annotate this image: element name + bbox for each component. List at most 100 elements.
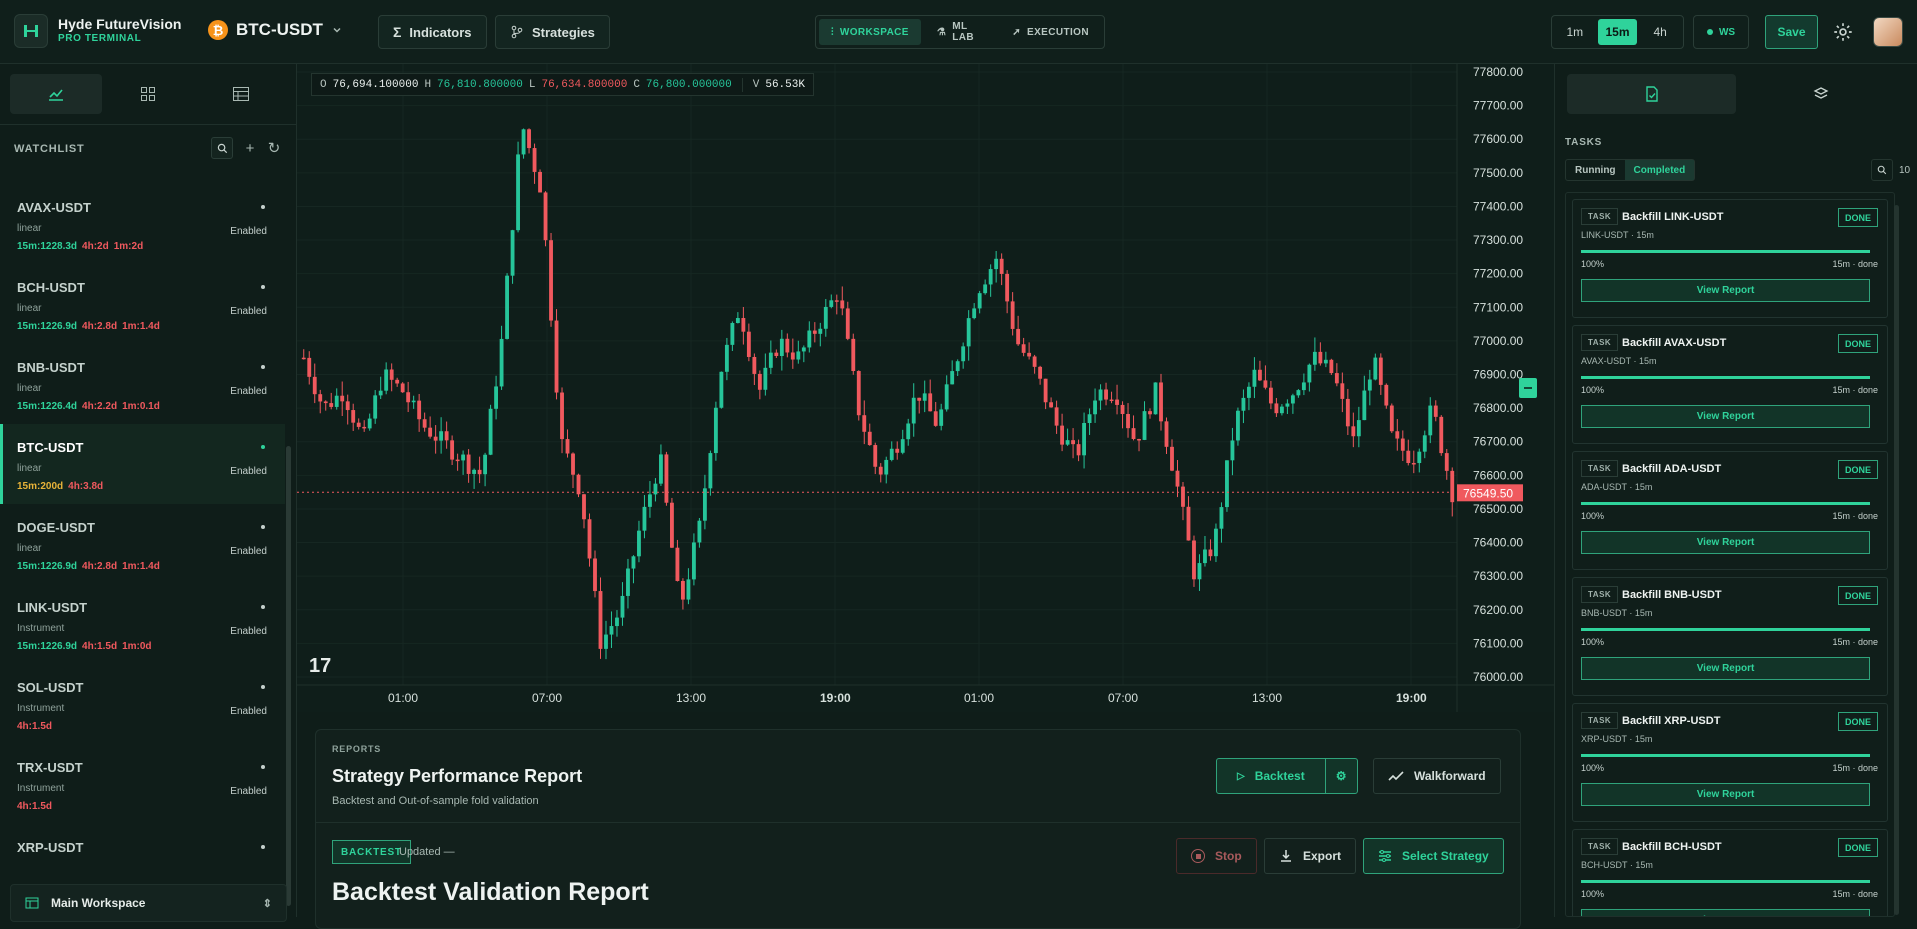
view-report-button[interactable]: View Report — [1581, 405, 1870, 428]
candle-body — [702, 488, 707, 521]
x-tick-label: 01:00 — [388, 691, 418, 705]
x-tick-label: 19:00 — [820, 691, 851, 705]
right-panel: TASKS Running Completed 10 TASK Backfill… — [1554, 64, 1917, 917]
task-filter: Running Completed — [1565, 159, 1696, 181]
indicators-button[interactable]: Σ Indicators — [378, 15, 487, 49]
price-chart[interactable]: 77800.00 77700.00 77600.00 77500.00 77400.00… — [297, 64, 1554, 712]
candlestick-chart[interactable]: 77800.00 77700.00 77600.00 77500.00 77400.00… — [297, 64, 1554, 712]
watchlist-item[interactable]: BCH-USDT linear 15m:1226.9d 4h:2.8d 1m:1.4… — [0, 264, 285, 344]
tasks-title: TASKS — [1565, 137, 1603, 148]
stop-button[interactable]: Stop — [1176, 838, 1257, 874]
workspace-selector[interactable]: Main Workspace ⇕ — [10, 884, 287, 922]
view-report-button[interactable]: View Report — [1581, 279, 1870, 302]
save-button[interactable]: Save — [1765, 15, 1818, 49]
data-coverage: 1m:1.4d — [122, 561, 160, 572]
watchlist-item[interactable]: SOL-USDT Instrument 4h:1.5d Enabled — [0, 664, 285, 744]
candle-body — [955, 361, 960, 372]
candle-body — [1076, 444, 1081, 456]
candle-body — [746, 331, 751, 357]
export-button[interactable]: Export — [1264, 838, 1357, 874]
watchlist-item[interactable]: DOGE-USDT linear 15m:1226.9d 4h:2.8d 1m:1.… — [0, 504, 285, 584]
mode-workspace-tab[interactable]: ⫶ WORKSPACE — [819, 19, 921, 45]
mode-execution-tab[interactable]: ➚ EXECUTION — [1000, 19, 1101, 45]
tab-chart[interactable] — [10, 74, 103, 114]
candle-body — [659, 454, 663, 484]
candle-body — [977, 293, 982, 309]
candle-body — [367, 418, 372, 429]
walkforward-button[interactable]: Walkforward — [1373, 758, 1501, 794]
progress-bar — [1581, 628, 1870, 631]
y-tick-label: 77500.00 — [1473, 166, 1523, 180]
candle-body — [790, 352, 795, 360]
tab-tasks[interactable] — [1567, 74, 1736, 114]
ohlc-volume: 56.53K — [765, 78, 805, 91]
watchlist-item[interactable]: BTC-USDT linear 15m:200d 4h:3.8d Enabled — [0, 424, 285, 504]
stop-icon — [1191, 849, 1205, 863]
status-dot-icon — [261, 685, 265, 689]
websocket-status[interactable]: WS — [1693, 15, 1749, 49]
candle-body — [1417, 451, 1422, 464]
tab-completed[interactable]: Completed — [1624, 160, 1695, 180]
candle-body — [312, 376, 317, 395]
reports-tag: REPORTS — [332, 744, 382, 754]
select-strategy-button[interactable]: Select Strategy — [1363, 838, 1504, 874]
y-tick-label: 77300.00 — [1473, 233, 1523, 247]
candle-body — [637, 530, 641, 557]
tab-grid[interactable] — [102, 74, 194, 114]
search-icon[interactable] — [211, 137, 233, 159]
candle-body — [411, 400, 416, 403]
search-icon[interactable] — [1871, 159, 1893, 181]
avatar[interactable] — [1873, 17, 1903, 47]
plus-icon[interactable]: + — [245, 139, 255, 157]
sidebar-scrollbar[interactable] — [286, 446, 291, 906]
right-panel-tabs — [1567, 74, 1905, 114]
updated-label: Updated — — [399, 846, 455, 858]
candle-body — [1142, 411, 1147, 440]
backtest-button[interactable]: ▷ Backtest ⚙ — [1216, 758, 1358, 794]
timeframe-4h[interactable]: 4h — [1653, 25, 1667, 39]
data-coverage: 4h:2.2d — [82, 401, 118, 412]
tab-running[interactable]: Running — [1575, 164, 1616, 176]
tasks-scrollbar[interactable] — [1894, 205, 1899, 915]
candle-body — [752, 356, 757, 374]
task-card: TASK Backfill BNB-USDT BNB-USDT · 15m DO… — [1572, 577, 1888, 696]
walkforward-label: Walkforward — [1414, 769, 1486, 783]
strategies-button[interactable]: Strategies — [495, 15, 610, 49]
timeframe-15m[interactable]: 15m — [1597, 19, 1638, 45]
view-report-button[interactable]: View Report — [1581, 909, 1870, 916]
candle-body — [774, 352, 779, 356]
watchlist-item[interactable]: AVAX-USDT linear 15m:1228.3d 4h:2d 1m:2d E… — [0, 184, 285, 264]
view-report-button[interactable]: View Report — [1581, 657, 1870, 680]
tab-table[interactable] — [195, 74, 287, 114]
candle-body — [444, 431, 449, 441]
candle-body — [675, 547, 680, 581]
watchlist-item[interactable]: TRX-USDT Instrument 4h:1.5d Enabled — [0, 744, 285, 824]
y-tick-label: 77700.00 — [1473, 99, 1523, 113]
y-tick-label: 76900.00 — [1473, 368, 1523, 382]
settings-icon[interactable]: ⚙ — [1335, 769, 1347, 783]
candle-body — [807, 330, 812, 348]
view-report-button[interactable]: View Report — [1581, 783, 1870, 806]
status-badge: DONE — [1837, 586, 1878, 605]
candle-body — [439, 431, 444, 441]
coverage-stats: 15m:1226.9d 4h:2.8d 1m:1.4d — [17, 321, 285, 332]
app-logo-icon[interactable] — [14, 14, 48, 48]
watchlist-item[interactable]: LINK-USDT Instrument 15m:1226.9d 4h:1.5d 1… — [0, 584, 285, 664]
candle-body — [895, 448, 900, 453]
watchlist-item[interactable]: XRP-USDT linear Enabled — [0, 824, 285, 856]
tab-layers[interactable] — [1736, 74, 1905, 114]
status-dot-icon — [261, 285, 265, 289]
candle-body — [1263, 380, 1268, 388]
refresh-icon[interactable]: ↻ — [267, 140, 281, 157]
candle-body — [395, 379, 400, 384]
table-icon — [232, 87, 249, 101]
candle-body — [1307, 364, 1312, 383]
watchlist-item[interactable]: BNB-USDT linear 15m:1226.4d 4h:2.2d 1m:0.1… — [0, 344, 285, 424]
view-report-button[interactable]: View Report — [1581, 531, 1870, 554]
timeframe-1m[interactable]: 1m — [1566, 25, 1584, 39]
mode-ml-lab-tab[interactable]: ⚗ ML LAB — [925, 19, 996, 45]
gear-icon[interactable] — [1832, 21, 1854, 43]
symbol-selector[interactable]: ₿ BTC-USDT — [208, 20, 343, 40]
status-label: Enabled — [230, 546, 267, 557]
candle-body — [1389, 405, 1394, 432]
